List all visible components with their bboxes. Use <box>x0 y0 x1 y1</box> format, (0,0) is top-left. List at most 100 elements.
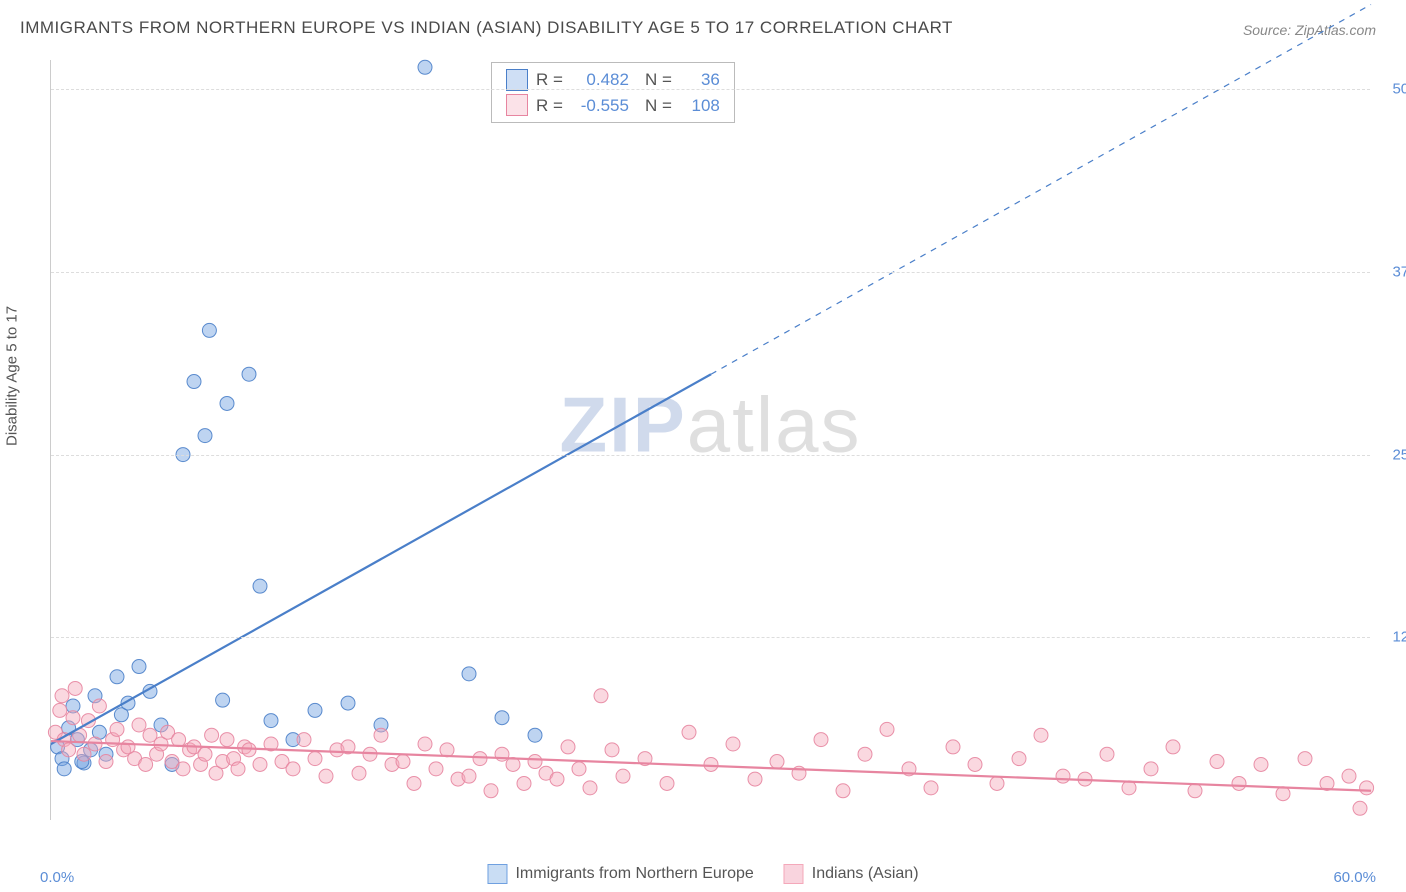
scatter-point-pink <box>172 733 186 747</box>
scatter-point-pink <box>1254 757 1268 771</box>
y-tick-label: 12.5% <box>1392 629 1406 646</box>
legend-entry: Indians (Asian) <box>784 864 919 884</box>
scatter-point-pink <box>572 762 586 776</box>
source-attribution: Source: ZipAtlas.com <box>1243 22 1376 38</box>
scatter-point-pink <box>55 689 69 703</box>
scatter-point-pink <box>583 781 597 795</box>
scatter-point-pink <box>605 743 619 757</box>
scatter-point-blue <box>216 693 230 707</box>
scatter-point-pink <box>62 743 76 757</box>
scatter-point-pink <box>308 752 322 766</box>
scatter-point-pink <box>1232 776 1246 790</box>
scatter-point-pink <box>319 769 333 783</box>
trend-line-blue <box>51 374 711 744</box>
scatter-point-pink <box>1056 769 1070 783</box>
scatter-point-pink <box>946 740 960 754</box>
scatter-point-pink <box>418 737 432 751</box>
scatter-point-pink <box>198 747 212 761</box>
scatter-point-pink <box>748 772 762 786</box>
scatter-point-blue <box>308 703 322 717</box>
scatter-point-pink <box>1298 752 1312 766</box>
scatter-point-pink <box>726 737 740 751</box>
scatter-point-pink <box>594 689 608 703</box>
scatter-point-blue <box>462 667 476 681</box>
stats-row-pink: R =-0.555N =108 <box>506 93 720 119</box>
plot-area: ZIPatlas R =0.482N =36R =-0.555N =108 12… <box>50 60 1370 820</box>
gridline <box>51 272 1370 273</box>
scatter-point-pink <box>99 755 113 769</box>
stats-r-label: R = <box>536 93 563 119</box>
trend-line-dashed-blue <box>711 4 1371 374</box>
scatter-point-pink <box>66 711 80 725</box>
legend-swatch <box>487 864 507 884</box>
y-tick-label: 37.5% <box>1392 263 1406 280</box>
scatter-point-blue <box>57 762 71 776</box>
scatter-point-blue <box>110 670 124 684</box>
scatter-point-pink <box>880 722 894 736</box>
gridline <box>51 637 1370 638</box>
stats-legend-box: R =0.482N =36R =-0.555N =108 <box>491 62 735 123</box>
scatter-point-pink <box>1210 755 1224 769</box>
scatter-point-pink <box>484 784 498 798</box>
legend-label: Immigrants from Northern Europe <box>515 865 753 883</box>
stats-swatch-pink <box>506 94 528 116</box>
scatter-point-pink <box>407 776 421 790</box>
scatter-point-blue <box>495 711 509 725</box>
scatter-point-pink <box>1144 762 1158 776</box>
scatter-point-pink <box>139 757 153 771</box>
scatter-point-pink <box>132 718 146 732</box>
scatter-point-pink <box>704 757 718 771</box>
scatter-point-pink <box>205 728 219 742</box>
scatter-point-blue <box>341 696 355 710</box>
scatter-point-pink <box>1276 787 1290 801</box>
scatter-point-pink <box>616 769 630 783</box>
scatter-point-pink <box>1188 784 1202 798</box>
scatter-point-pink <box>968 757 982 771</box>
scatter-point-blue <box>242 367 256 381</box>
scatter-point-blue <box>187 375 201 389</box>
scatter-point-pink <box>110 722 124 736</box>
legend-label: Indians (Asian) <box>812 865 919 883</box>
scatter-point-pink <box>517 776 531 790</box>
scatter-point-blue <box>198 429 212 443</box>
scatter-point-pink <box>1012 752 1026 766</box>
scatter-point-pink <box>220 733 234 747</box>
scatter-point-pink <box>561 740 575 754</box>
scatter-point-pink <box>528 755 542 769</box>
scatter-point-pink <box>1360 781 1374 795</box>
legend-swatch <box>784 864 804 884</box>
scatter-point-blue <box>132 660 146 674</box>
scatter-point-blue <box>528 728 542 742</box>
scatter-point-pink <box>92 699 106 713</box>
scatter-point-pink <box>1122 781 1136 795</box>
scatter-point-pink <box>231 762 245 776</box>
scatter-point-pink <box>53 703 67 717</box>
scatter-point-pink <box>1166 740 1180 754</box>
stats-swatch-blue <box>506 69 528 91</box>
scatter-point-blue <box>220 396 234 410</box>
scatter-point-pink <box>858 747 872 761</box>
chart-svg <box>51 60 1370 820</box>
y-tick-label: 50.0% <box>1392 81 1406 98</box>
scatter-point-pink <box>924 781 938 795</box>
scatter-point-pink <box>286 762 300 776</box>
gridline <box>51 89 1370 90</box>
stats-n-value: 108 <box>680 93 720 119</box>
scatter-point-pink <box>660 776 674 790</box>
stats-n-label: N = <box>645 93 672 119</box>
chart-title: IMMIGRANTS FROM NORTHERN EUROPE VS INDIA… <box>20 18 953 38</box>
scatter-point-blue <box>418 60 432 74</box>
x-axis-origin-label: 0.0% <box>40 869 74 886</box>
scatter-point-pink <box>1353 801 1367 815</box>
scatter-point-pink <box>682 725 696 739</box>
scatter-point-pink <box>297 733 311 747</box>
scatter-point-pink <box>1034 728 1048 742</box>
scatter-point-pink <box>68 681 82 695</box>
scatter-point-pink <box>374 728 388 742</box>
bottom-legend: Immigrants from Northern Europe Indians (… <box>487 864 918 884</box>
scatter-point-pink <box>836 784 850 798</box>
x-axis-max-label: 60.0% <box>1333 869 1376 886</box>
scatter-point-pink <box>473 752 487 766</box>
scatter-point-blue <box>253 579 267 593</box>
y-axis-label: Disability Age 5 to 17 <box>4 306 21 446</box>
